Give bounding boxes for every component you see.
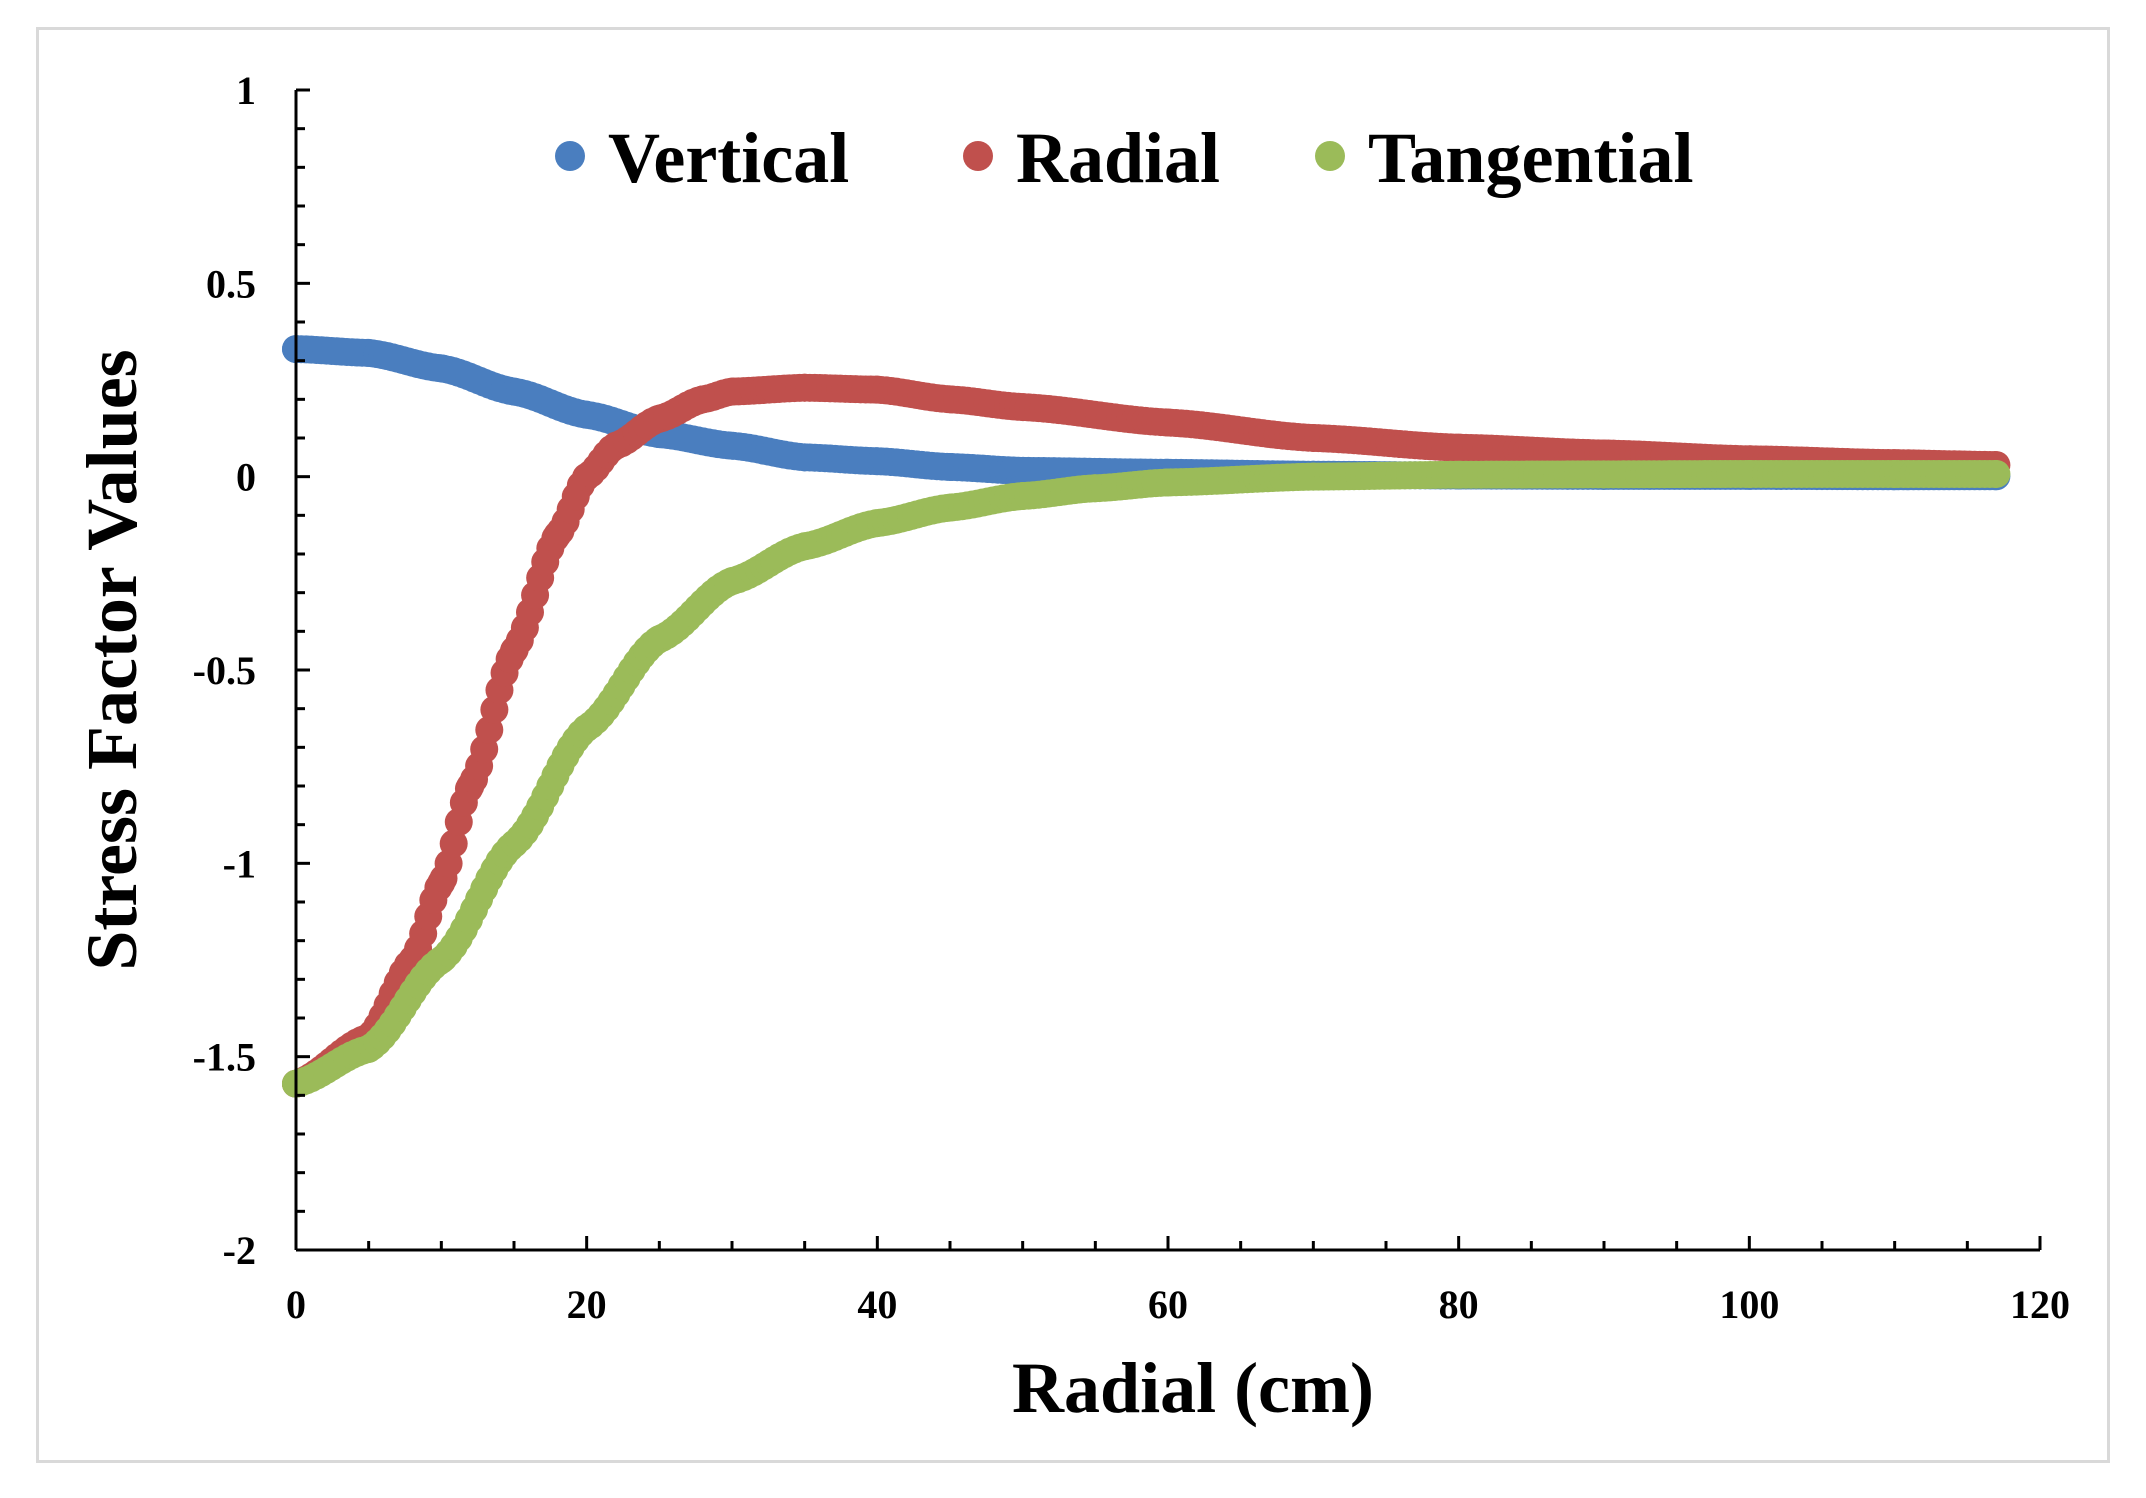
legend-label: Vertical (608, 118, 849, 198)
y-tick-label: 0 (236, 455, 256, 500)
x-tick-label: 80 (1439, 1282, 1479, 1327)
series-tangential (282, 459, 2011, 1098)
x-tick-label: 100 (1719, 1282, 1779, 1327)
chart-frame (36, 27, 2110, 1463)
x-axis-title: Radial (cm) (1012, 1348, 1374, 1428)
legend-marker (555, 141, 585, 171)
y-tick-label: -1 (223, 841, 256, 886)
axes-layer: 1 0.5 0 -0.5 -1 -1.5 -2 0 20 40 60 80 100 120 (193, 68, 2070, 1327)
y-tick-label: 0.5 (206, 261, 256, 306)
x-ticks: 0 20 40 60 80 100 120 (286, 1236, 2070, 1327)
legend-item-tangential: Tangential (1315, 118, 1693, 198)
radial-marker (439, 829, 468, 858)
y-tick-label: 1 (236, 68, 256, 113)
y-tick-label: -2 (223, 1228, 256, 1273)
legend-label: Tangential (1368, 118, 1693, 198)
legend-item-vertical: Vertical (555, 118, 849, 198)
x-tick-label: 20 (567, 1282, 607, 1327)
x-tick-label: 60 (1148, 1282, 1188, 1327)
x-tick-label: 120 (2010, 1282, 2070, 1327)
legend-item-radial: Radial (963, 118, 1220, 198)
y-axis-title: Stress Factor Values (72, 349, 152, 970)
legend-marker (963, 141, 993, 171)
series-layer (282, 335, 2011, 1098)
tangential-marker (1980, 459, 2009, 488)
x-tick-label: 40 (857, 1282, 897, 1327)
y-tick-label: -1.5 (193, 1035, 256, 1080)
legend-label: Radial (1016, 118, 1220, 198)
legend-marker (1315, 141, 1345, 171)
y-tick-label: -0.5 (193, 648, 256, 693)
legend: Vertical Radial Tangential (555, 118, 1693, 198)
y-ticks: 1 0.5 0 -0.5 -1 -1.5 -2 (193, 68, 310, 1273)
x-tick-label: 0 (286, 1282, 306, 1327)
